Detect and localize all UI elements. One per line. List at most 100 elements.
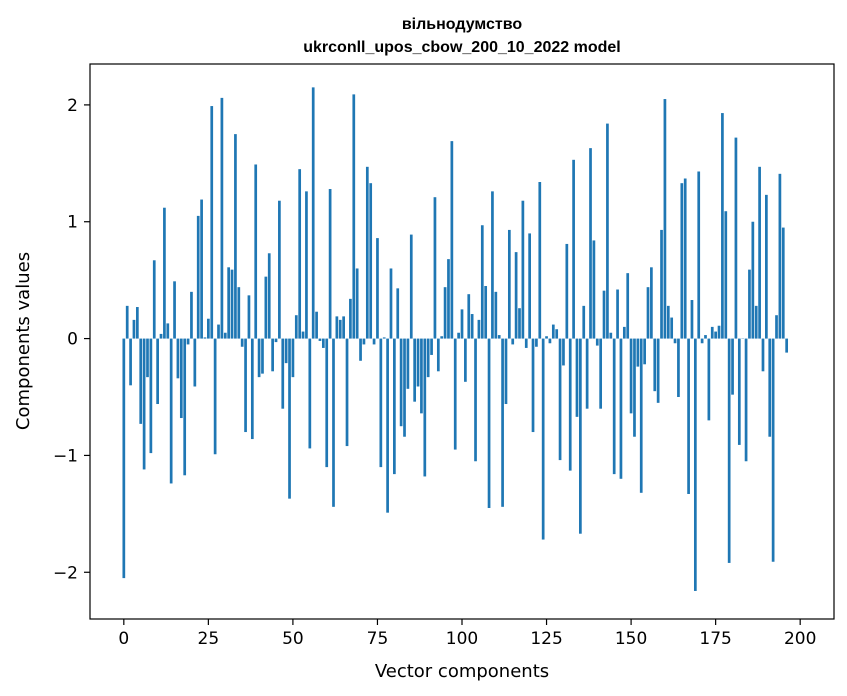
bar-24 bbox=[203, 337, 207, 339]
bar-192 bbox=[771, 338, 775, 562]
bar-65 bbox=[342, 316, 345, 339]
bar-92 bbox=[433, 197, 437, 339]
bar-138 bbox=[589, 148, 592, 339]
bar-62 bbox=[332, 338, 335, 507]
bar-196 bbox=[785, 338, 789, 353]
bar-169 bbox=[693, 338, 697, 591]
bar-161 bbox=[666, 305, 670, 339]
bar-185 bbox=[748, 269, 751, 339]
bar-108 bbox=[487, 338, 491, 508]
bar-55 bbox=[308, 338, 312, 449]
bar-49 bbox=[288, 338, 291, 499]
bar-139 bbox=[592, 240, 596, 339]
bar-81 bbox=[396, 288, 400, 339]
bar-184 bbox=[744, 338, 748, 462]
bar-76 bbox=[379, 338, 383, 468]
bar-30 bbox=[223, 332, 227, 339]
bar-120 bbox=[528, 233, 531, 339]
bar-115 bbox=[511, 338, 515, 345]
bar-100 bbox=[460, 309, 464, 339]
bar-73 bbox=[369, 183, 373, 339]
bar-143 bbox=[606, 123, 609, 339]
bar-193 bbox=[775, 315, 778, 339]
bar-56 bbox=[311, 87, 315, 339]
bar-156 bbox=[650, 267, 653, 339]
bar-48 bbox=[284, 338, 288, 364]
bar-54 bbox=[305, 191, 308, 339]
bar-60 bbox=[325, 338, 329, 468]
bar-61 bbox=[328, 189, 332, 339]
x-tick-label: 175 bbox=[699, 629, 731, 649]
bar-162 bbox=[670, 317, 674, 339]
bar-188 bbox=[758, 166, 761, 339]
bar-26 bbox=[210, 106, 214, 339]
bar-4 bbox=[135, 307, 139, 339]
bar-114 bbox=[507, 229, 511, 339]
bar-39 bbox=[254, 164, 258, 339]
bar-171 bbox=[700, 338, 704, 344]
bar-40 bbox=[257, 338, 261, 378]
bar-178 bbox=[724, 211, 728, 339]
bar-122 bbox=[535, 338, 538, 347]
bar-51 bbox=[294, 315, 298, 339]
bar-131 bbox=[565, 243, 569, 339]
x-tick-label: 125 bbox=[530, 629, 562, 649]
bar-135 bbox=[579, 338, 582, 534]
bar-87 bbox=[416, 338, 420, 387]
bar-69 bbox=[355, 268, 359, 339]
bar-165 bbox=[680, 183, 684, 339]
x-tick-label: 100 bbox=[446, 629, 478, 649]
y-tick-label: 0 bbox=[67, 330, 78, 350]
bar-42 bbox=[264, 276, 268, 339]
bar-154 bbox=[643, 338, 646, 365]
bar-3 bbox=[132, 319, 136, 339]
bar-94 bbox=[440, 336, 444, 339]
bar-2 bbox=[129, 338, 132, 386]
bar-18 bbox=[183, 338, 187, 476]
bar-88 bbox=[420, 338, 423, 414]
bar-116 bbox=[514, 252, 518, 339]
bar-89 bbox=[423, 338, 427, 477]
bar-160 bbox=[663, 99, 667, 339]
bar-141 bbox=[599, 338, 603, 409]
bar-176 bbox=[717, 325, 721, 339]
bar-109 bbox=[491, 191, 494, 339]
bar-22 bbox=[196, 215, 200, 339]
y-axis-label: Components values bbox=[13, 252, 34, 430]
bar-130 bbox=[562, 338, 565, 366]
bar-8 bbox=[149, 338, 153, 454]
bar-142 bbox=[602, 290, 606, 339]
bar-111 bbox=[497, 335, 501, 339]
bar-14 bbox=[169, 338, 173, 484]
bar-181 bbox=[734, 137, 738, 339]
bar-147 bbox=[619, 338, 623, 479]
bar-52 bbox=[298, 169, 302, 339]
bar-145 bbox=[612, 338, 616, 475]
bar-50 bbox=[291, 338, 295, 378]
bar-126 bbox=[548, 338, 552, 344]
bar-152 bbox=[636, 338, 640, 367]
bar-134 bbox=[575, 338, 579, 417]
bar-175 bbox=[714, 331, 717, 339]
bar-102 bbox=[467, 294, 471, 339]
bar-10 bbox=[156, 338, 159, 405]
bar-186 bbox=[751, 221, 755, 339]
bar-158 bbox=[656, 338, 660, 403]
bar-15 bbox=[173, 281, 176, 339]
bar-85 bbox=[409, 234, 413, 339]
bar-78 bbox=[386, 338, 389, 513]
bar-129 bbox=[558, 338, 562, 461]
chart-title-line-2: ukrconll_upos_cbow_200_10_2022 model bbox=[303, 39, 620, 56]
bar-7 bbox=[146, 338, 149, 378]
bar-170 bbox=[697, 171, 701, 339]
bar-150 bbox=[629, 338, 633, 414]
bar-99 bbox=[457, 332, 460, 339]
chart-title-line-1: вільнодумство bbox=[402, 16, 523, 33]
bar-174 bbox=[710, 326, 714, 339]
x-tick-label: 200 bbox=[784, 629, 816, 649]
bar-166 bbox=[683, 178, 687, 339]
bar-96 bbox=[447, 259, 450, 339]
bar-148 bbox=[622, 326, 626, 339]
bar-144 bbox=[609, 332, 613, 339]
x-tick-label: 0 bbox=[118, 629, 129, 649]
